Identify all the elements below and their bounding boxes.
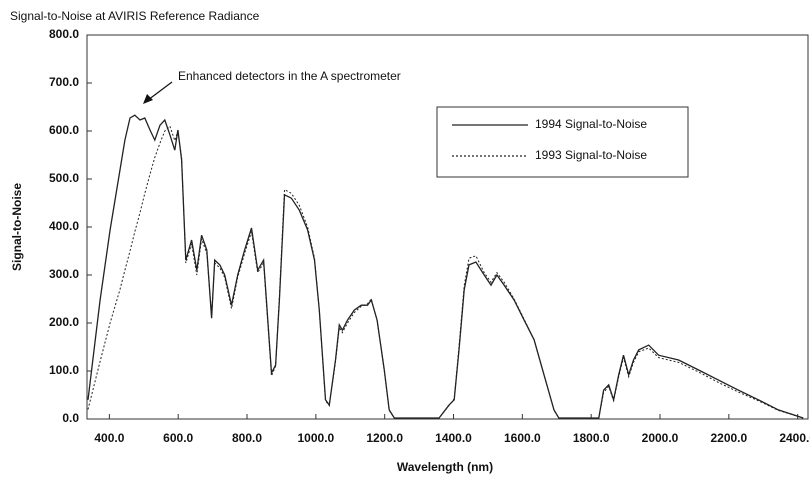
x-axis-label: Wavelength (nm) xyxy=(397,460,493,474)
x-tick-label: 2200.0 xyxy=(710,431,747,445)
y-axis-label: Signal-to-Noise xyxy=(10,183,24,271)
y-tick-label: 200.0 xyxy=(49,315,79,329)
y-tick-label: 0.0 xyxy=(62,411,79,425)
x-tick-label: 400.0 xyxy=(94,431,124,445)
legend xyxy=(436,106,689,178)
annotation-arrow xyxy=(147,81,173,101)
y-tick-label: 700.0 xyxy=(49,75,79,89)
x-tick-label: 1800.0 xyxy=(573,431,610,445)
x-tick-label: 1000.0 xyxy=(298,431,335,445)
annotation-arrowhead xyxy=(143,94,153,104)
y-tick-label: 600.0 xyxy=(49,123,79,137)
series-line xyxy=(87,114,804,419)
chart-title: Signal-to-Noise at AVIRIS Reference Radi… xyxy=(10,9,260,23)
x-tick-label: 1600.0 xyxy=(504,431,541,445)
x-tick-label: 1200.0 xyxy=(366,431,403,445)
x-tick-label: 1400.0 xyxy=(435,431,472,445)
annotation: Enhanced detectors in the A spectrometer xyxy=(178,69,401,83)
y-tick-label: 300.0 xyxy=(49,267,79,281)
legend-label: 1994 Signal-to-Noise xyxy=(535,117,647,131)
y-tick-label: 800.0 xyxy=(49,27,79,41)
y-tick-label: 400.0 xyxy=(49,219,79,233)
x-tick-label: 600.0 xyxy=(163,431,193,445)
x-tick-label: 2000.0 xyxy=(642,431,679,445)
legend-label: 1993 Signal-to-Noise xyxy=(535,148,647,162)
x-tick-label: 2400.0 xyxy=(779,431,810,445)
y-tick-label: 100.0 xyxy=(49,363,79,377)
series-line xyxy=(87,125,804,419)
plot-frame xyxy=(86,34,809,420)
y-tick-label: 500.0 xyxy=(49,171,79,185)
x-tick-label: 800.0 xyxy=(232,431,262,445)
